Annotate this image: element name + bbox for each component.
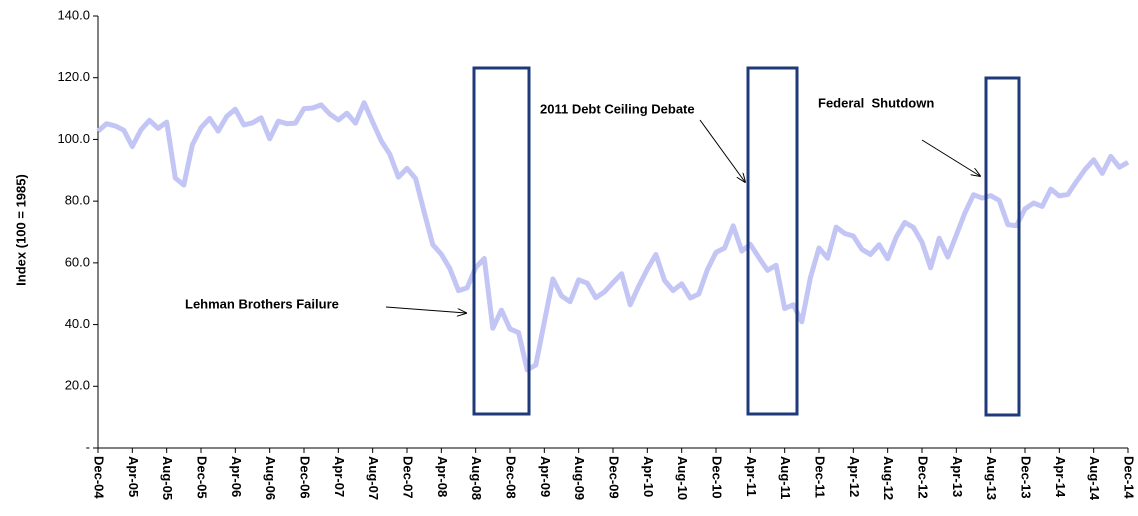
x-tick-label: Dec-10 bbox=[710, 456, 725, 499]
y-tick-label: 40.0 bbox=[65, 316, 90, 331]
annotation: Federal Shutdown bbox=[818, 95, 934, 110]
y-tick-label: 100.0 bbox=[57, 131, 90, 146]
x-tick-label: Dec-11 bbox=[813, 456, 828, 498]
x-tick-label: Dec-09 bbox=[607, 456, 622, 499]
event-box bbox=[984, 76, 1021, 417]
x-tick-label: Apr-08 bbox=[435, 456, 450, 497]
x-tick-label: Apr-13 bbox=[950, 456, 965, 497]
y-tick-label: 140.0 bbox=[57, 7, 90, 22]
x-tick-label: Dec-12 bbox=[916, 456, 931, 499]
x-tick-label: Dec-13 bbox=[1019, 456, 1034, 499]
x-tick-label: Aug-12 bbox=[881, 456, 896, 500]
x-tick-label: Aug-07 bbox=[366, 456, 381, 500]
x-tick-label: Apr-07 bbox=[332, 456, 347, 497]
x-tick-label: Aug-10 bbox=[675, 456, 690, 500]
x-tick-label: Dec-14 bbox=[1122, 456, 1137, 499]
x-tick-label: Apr-10 bbox=[641, 456, 656, 497]
x-tick-label: Aug-08 bbox=[469, 456, 484, 500]
x-tick-label: Aug-06 bbox=[263, 456, 278, 500]
x-tick-label: Dec-05 bbox=[195, 456, 210, 499]
y-tick-label: 20.0 bbox=[65, 378, 90, 393]
x-tick-label: Dec-06 bbox=[298, 456, 313, 499]
x-tick-label: Apr-11 bbox=[744, 456, 759, 496]
annotation: Lehman Brothers Failure bbox=[185, 296, 339, 311]
x-tick-label: Apr-14 bbox=[1053, 456, 1068, 498]
x-tick-label: Apr-12 bbox=[847, 456, 862, 497]
y-tick-label: 120.0 bbox=[57, 69, 90, 84]
x-tick-label: Aug-11 bbox=[778, 456, 793, 499]
event-box bbox=[746, 66, 799, 416]
y-tick-label: - bbox=[86, 439, 90, 454]
data-line bbox=[96, 100, 1130, 373]
x-tick-label: Aug-09 bbox=[572, 456, 587, 500]
annotation: 2011 Debt Ceiling Debate bbox=[540, 101, 695, 116]
x-tick-label: Dec-07 bbox=[401, 456, 416, 499]
x-tick-label: Aug-05 bbox=[160, 456, 175, 500]
x-tick-label: Dec-04 bbox=[92, 456, 107, 499]
arrow bbox=[921, 139, 980, 176]
y-tick-label: 80.0 bbox=[65, 193, 90, 208]
x-tick-label: Dec-08 bbox=[504, 456, 519, 499]
y-axis-label: Index (100 = 1985) bbox=[13, 174, 28, 286]
x-tick-label: Apr-05 bbox=[126, 456, 141, 497]
x-tick-label: Aug-13 bbox=[984, 456, 999, 500]
y-tick-label: 60.0 bbox=[65, 254, 90, 269]
x-tick-label: Apr-09 bbox=[538, 456, 553, 497]
x-tick-label: Apr-06 bbox=[229, 456, 244, 497]
x-tick-label: Aug-14 bbox=[1087, 456, 1102, 501]
arrow bbox=[385, 306, 466, 313]
event-box bbox=[472, 66, 531, 416]
arrow bbox=[699, 119, 745, 182]
